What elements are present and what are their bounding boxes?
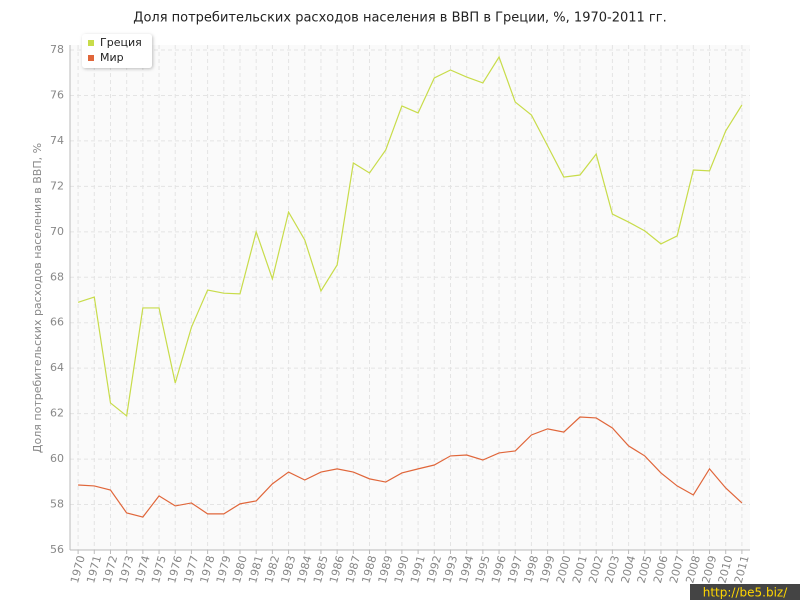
legend-box xyxy=(82,34,152,68)
plot-area xyxy=(70,45,750,550)
y-tick-label: 64 xyxy=(50,361,64,374)
y-tick-label: 62 xyxy=(50,407,64,420)
legend-label: Мир xyxy=(100,51,124,64)
watermark: http://be5.biz/ xyxy=(703,586,788,600)
y-tick-label: 72 xyxy=(50,179,64,192)
y-tick-label: 68 xyxy=(50,270,64,283)
y-axis-label: Доля потребительских расходов населения … xyxy=(31,143,44,453)
y-tick-label: 70 xyxy=(50,225,64,238)
y-tick-label: 60 xyxy=(50,452,64,465)
y-tick-label: 56 xyxy=(50,543,64,556)
legend-marker xyxy=(88,55,94,61)
series-line xyxy=(78,416,743,518)
y-tick-label: 58 xyxy=(50,498,64,511)
y-tick-label: 74 xyxy=(50,134,64,147)
y-tick-label: 66 xyxy=(50,316,64,329)
legend-marker xyxy=(88,40,94,46)
chart-title: Доля потребительских расходов населения … xyxy=(133,11,666,26)
series-line xyxy=(77,55,743,418)
legend-label: Греция xyxy=(100,36,142,49)
y-tick-label: 78 xyxy=(50,43,64,56)
watermark-bg xyxy=(690,584,800,600)
y-tick-label: 76 xyxy=(50,88,64,101)
